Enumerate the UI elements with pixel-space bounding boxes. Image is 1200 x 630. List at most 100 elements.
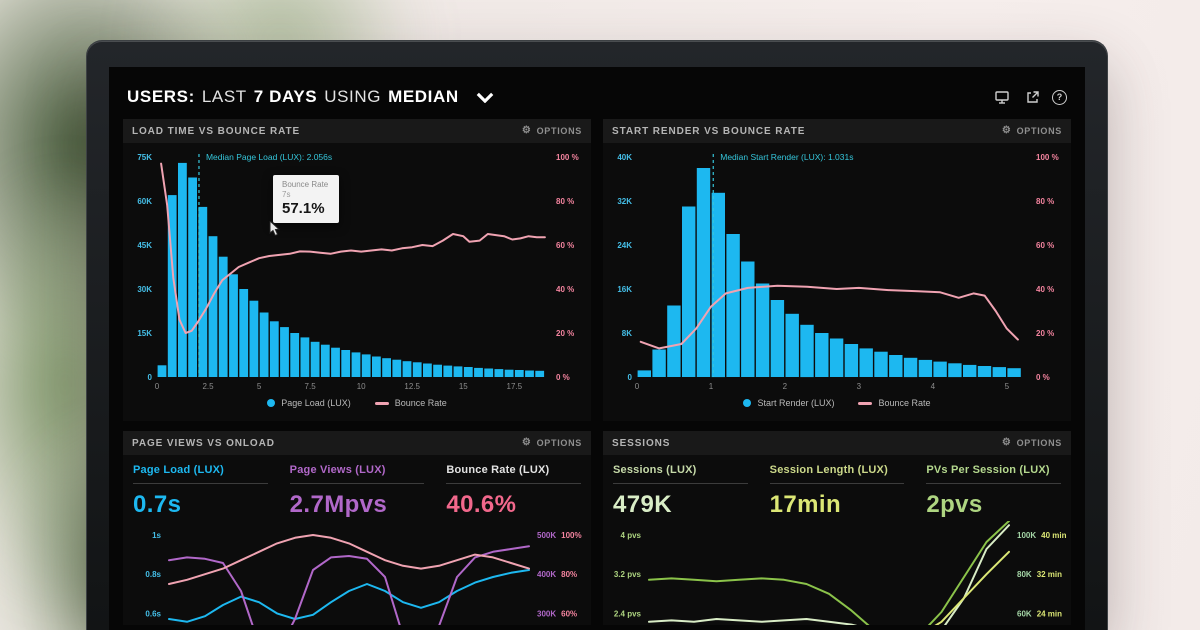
- svg-text:15: 15: [459, 382, 468, 391]
- svg-text:100 %: 100 %: [556, 153, 579, 162]
- svg-text:40 %: 40 %: [1036, 285, 1054, 294]
- chart-legend: Start Render (LUX) Bounce Rate: [603, 393, 1071, 413]
- svg-text:7.5: 7.5: [305, 382, 317, 391]
- mouse-cursor-icon: [269, 221, 281, 237]
- svg-text:60 %: 60 %: [556, 241, 574, 250]
- panel-title: SESSIONS: [612, 437, 671, 449]
- svg-text:1: 1: [709, 382, 714, 391]
- svg-text:0: 0: [635, 382, 640, 391]
- stat-title: PVs Per Session (LUX): [926, 464, 1062, 484]
- stat-column: PVs Per Session (LUX) 2pvs: [926, 464, 1062, 519]
- svg-text:0 %: 0 %: [556, 373, 570, 382]
- stat-title: Bounce Rate (LUX): [446, 464, 582, 484]
- options-button[interactable]: ⚙ OPTIONS: [1001, 125, 1062, 137]
- svg-text:5: 5: [257, 382, 262, 391]
- panel-title: START RENDER VS BOUNCE RATE: [612, 125, 806, 137]
- svg-text:8K: 8K: [622, 329, 632, 338]
- chart-legend: Page Load (LUX) Bounce Rate: [123, 393, 591, 413]
- sessions-chart[interactable]: 4 pvs 3.2 pvs 2.4 pvs 100K 40 min 80K 32 min 60…: [603, 521, 1071, 625]
- panel-load-time: LOAD TIME VS BOUNCE RATE ⚙ OPTIONS 0 15K 3…: [123, 119, 591, 421]
- stat-value: 0.7s: [133, 491, 182, 518]
- svg-text:2.4 pvs: 2.4 pvs: [614, 609, 642, 618]
- svg-text:0.6s: 0.6s: [145, 609, 161, 618]
- svg-text:4: 4: [931, 382, 936, 391]
- help-icon[interactable]: ?: [1052, 89, 1067, 105]
- options-label: OPTIONS: [1016, 438, 1062, 448]
- panel-title: LOAD TIME VS BOUNCE RATE: [132, 125, 301, 137]
- page-views-vs-onload-chart[interactable]: 1s 0.8s 0.6s 500K 100% 400K 80% 300K 60%: [123, 521, 591, 625]
- svg-text:0: 0: [155, 382, 160, 391]
- legend-item: Page Load (LUX): [267, 398, 351, 408]
- stat-column: Session Length (LUX) 17min: [769, 464, 905, 519]
- panel-sessions: SESSIONS ⚙ OPTIONS Sessions (LUX) 479K Ses…: [603, 431, 1071, 625]
- panel-header: PAGE VIEWS VS ONLOAD ⚙ OPTIONS: [123, 431, 591, 455]
- options-button[interactable]: ⚙ OPTIONS: [522, 438, 582, 449]
- svg-text:0: 0: [148, 373, 153, 382]
- svg-text:24K: 24K: [617, 241, 632, 250]
- stats-row: Sessions (LUX) 479K Session Length (LUX) 17…: [603, 455, 1071, 521]
- display-icon[interactable]: [992, 89, 1012, 105]
- panel-header: SESSIONS ⚙ OPTIONS: [603, 431, 1071, 455]
- legend-swatch: [267, 399, 276, 407]
- stat-title: Session Length (LUX): [769, 464, 905, 484]
- dashboard-screen: USERS: LAST 7 DAYS USING MEDIAN ?: [109, 67, 1085, 630]
- legend-item: Bounce Rate: [858, 398, 931, 408]
- svg-text:15K: 15K: [137, 329, 152, 338]
- chart-tooltip: Bounce Rate 7s 57.1%: [273, 175, 340, 223]
- legend-item: Bounce Rate: [374, 398, 447, 408]
- svg-text:0 %: 0 %: [1036, 373, 1050, 382]
- options-label: OPTIONS: [536, 438, 582, 448]
- svg-text:40 %: 40 %: [556, 285, 574, 294]
- stat-value: 479K: [613, 491, 672, 518]
- options-button[interactable]: ⚙ OPTIONS: [522, 126, 582, 137]
- legend-swatch: [374, 401, 389, 405]
- svg-text:0: 0: [628, 373, 633, 382]
- panel-start-render: START RENDER VS BOUNCE RATE ⚙ OPTIONS 0 8…: [603, 119, 1071, 421]
- tooltip-sub: 7s: [282, 190, 291, 199]
- svg-text:80 %: 80 %: [1036, 197, 1054, 206]
- tooltip-value: 57.1%: [282, 200, 325, 217]
- svg-text:20 %: 20 %: [1036, 329, 1054, 338]
- panel-title: PAGE VIEWS VS ONLOAD: [132, 437, 275, 449]
- svg-text:20 %: 20 %: [556, 329, 574, 338]
- chevron-down-icon[interactable]: [476, 92, 494, 103]
- page-title: USERS: LAST 7 DAYS USING MEDIAN: [127, 87, 466, 107]
- svg-text:0.8s: 0.8s: [145, 570, 161, 579]
- start-render-vs-bounce-rate-chart[interactable]: 0 8K 16K 24K 32K 40K 0 % 20 % 40 % 60 % 80 % 100 % 0…: [603, 143, 1071, 393]
- panel-header: START RENDER VS BOUNCE RATE ⚙ OPTIONS: [603, 119, 1071, 143]
- title-segment: 7 DAYS: [253, 87, 318, 106]
- svg-text:32K: 32K: [617, 197, 632, 206]
- stat-title: Page Load (LUX): [133, 464, 268, 484]
- share-icon[interactable]: [1022, 89, 1042, 105]
- stat-value: 17min: [769, 491, 842, 518]
- svg-text:60 %: 60 %: [1036, 241, 1054, 250]
- panel-page-views: PAGE VIEWS VS ONLOAD ⚙ OPTIONS Page Load…: [123, 431, 591, 625]
- gear-icon: ⚙: [1001, 125, 1012, 136]
- laptop-bezel: USERS: LAST 7 DAYS USING MEDIAN ?: [86, 40, 1108, 630]
- stat-value: 2pvs: [926, 491, 983, 518]
- svg-text:12.5: 12.5: [404, 382, 420, 391]
- load-time-vs-bounce-rate-chart[interactable]: 0 15K 30K 45K 60K 75K 0 % 20 % 40 % 60 % 80 % 100 %…: [123, 143, 591, 393]
- stat-value: 2.7Mpvs: [289, 491, 388, 518]
- svg-text:17.5: 17.5: [507, 382, 523, 391]
- stat-title: Page Views (LUX): [289, 464, 425, 484]
- svg-text:1s: 1s: [152, 531, 161, 540]
- dashboard-topbar: USERS: LAST 7 DAYS USING MEDIAN ?: [123, 79, 1071, 119]
- svg-text:3.2 pvs: 3.2 pvs: [614, 570, 642, 579]
- svg-text:4 pvs: 4 pvs: [621, 531, 642, 540]
- svg-text:2: 2: [783, 382, 788, 391]
- legend-label: Bounce Rate: [394, 398, 447, 408]
- svg-text:Median Page Load (LUX): 2.056s: Median Page Load (LUX): 2.056s: [206, 152, 332, 162]
- options-label: OPTIONS: [536, 126, 582, 136]
- legend-swatch: [743, 399, 752, 407]
- svg-text:100 %: 100 %: [1036, 153, 1059, 162]
- stats-row: Page Load (LUX) 0.7s Page Views (LUX) 2.7Mp…: [123, 455, 591, 521]
- svg-text:5: 5: [1005, 382, 1010, 391]
- options-button[interactable]: ⚙ OPTIONS: [1002, 438, 1062, 449]
